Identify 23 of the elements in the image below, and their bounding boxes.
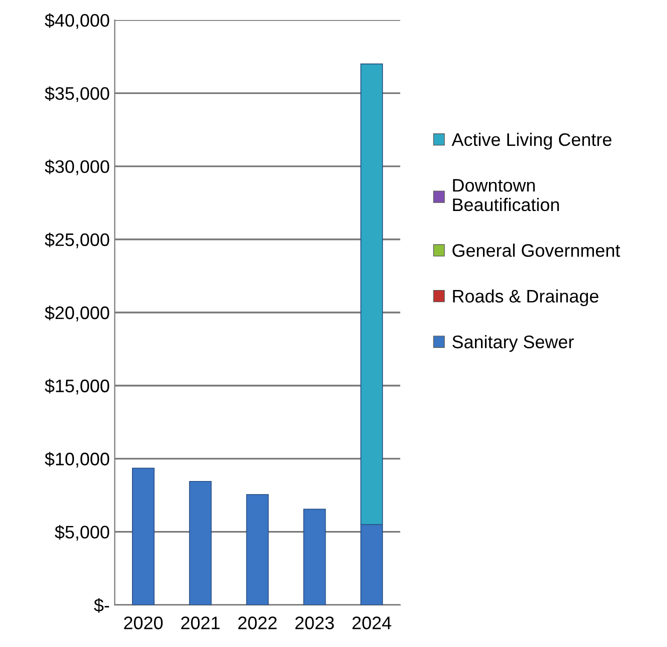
x-tick-label: 2021: [181, 616, 220, 630]
bar: [303, 508, 326, 605]
y-tick-label: $25,000: [44, 232, 110, 248]
x-tick-label: 2022: [238, 616, 277, 630]
y-tick-label: $30,000: [44, 159, 110, 176]
x-tick-label: 2024: [352, 616, 392, 630]
bar: [189, 480, 212, 605]
legend-label: General Government: [452, 244, 620, 257]
legend-label: Roads & Drainage: [453, 289, 598, 306]
legend-label: Downtown Beautification: [453, 179, 559, 212]
y-tick-label: $-: [94, 598, 110, 613]
x-tick-label: 2020: [124, 616, 163, 630]
bar: [246, 494, 269, 605]
y-tick-label: $35,000: [44, 86, 110, 102]
bar: [132, 468, 155, 605]
y-tick-label: $40,000: [44, 13, 110, 29]
legend-label: Sanitary Sewer: [452, 335, 574, 352]
legend-label: Active Living Centre: [452, 132, 612, 150]
x-tick-label: 2023: [295, 616, 334, 630]
y-tick-label: $5,000: [54, 525, 110, 541]
y-tick-label: $20,000: [44, 306, 110, 322]
y-tick-label: $10,000: [44, 452, 110, 468]
y-tick-label: $15,000: [44, 378, 110, 394]
